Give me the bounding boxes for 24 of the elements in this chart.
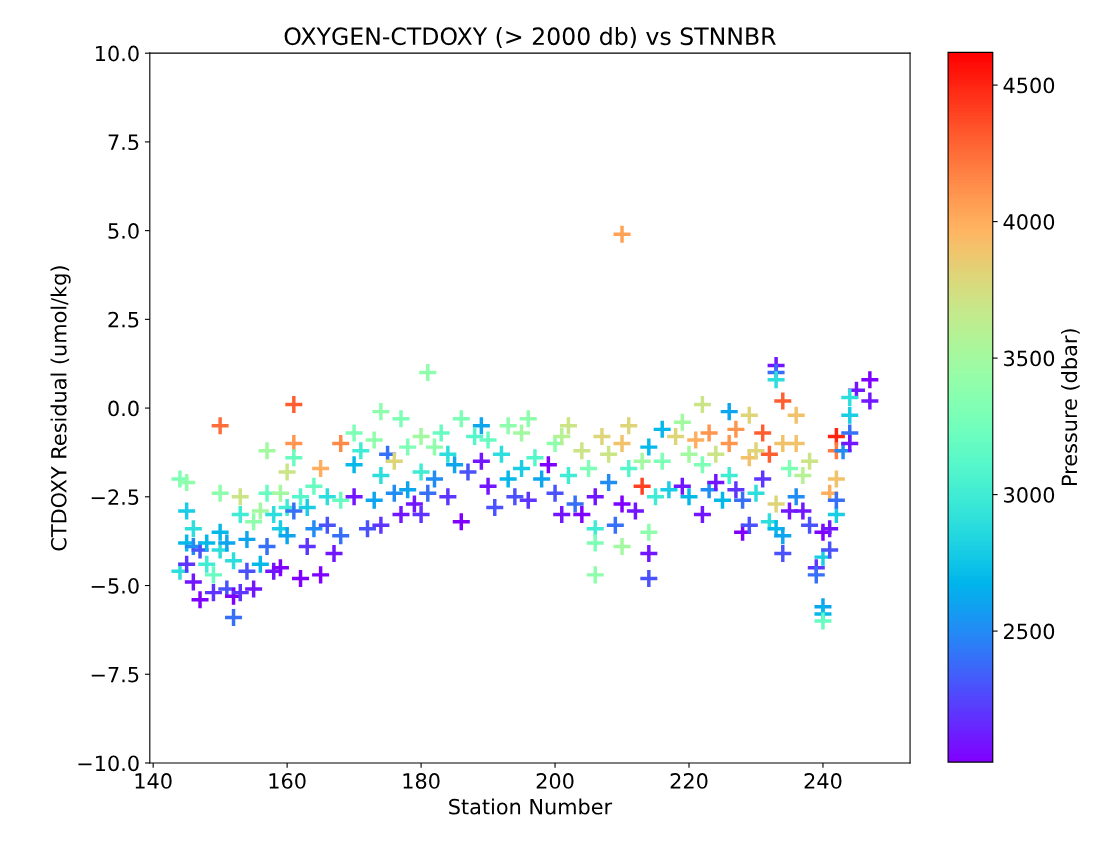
y-tick-label: 2.5 (108, 311, 139, 328)
y-tick-label: 7.5 (108, 134, 139, 151)
y-tick-label: −2.5 (91, 489, 139, 506)
color-bar-label: 4000 (1003, 214, 1055, 230)
x-axis-title: Station Number (449, 798, 613, 815)
y-tick-label: −10.0 (78, 755, 139, 772)
y-tick-label: −5.0 (91, 577, 139, 594)
y-tick-label: 5.0 (108, 223, 139, 239)
y-axis-title: CTDOXY Residual (umol/kg) (50, 266, 71, 551)
chart-title: OXYGEN-CTDOXY (> 2000 db) vs STNNBR (284, 26, 776, 48)
x-tick-label: 220 (670, 773, 708, 789)
y-tick-label: −7.5 (91, 666, 139, 683)
x-tick-label: 160 (269, 773, 306, 789)
x-tick-label: 140 (135, 773, 172, 789)
color-bar-label: 2500 (1004, 623, 1055, 640)
x-tick-label: 200 (536, 773, 574, 789)
color-bar-title: Pressure (dbar) (1061, 329, 1080, 485)
x-tick-label: 240 (804, 773, 842, 789)
color-bar-label: 3500 (1004, 350, 1055, 367)
x-tick-label: 180 (403, 773, 440, 789)
color-bar-label: 3000 (1004, 487, 1055, 503)
color-bar-label: 4500 (1003, 77, 1055, 94)
y-tick-label: 0.0 (108, 400, 139, 417)
y-tick-label: 10.0 (95, 45, 139, 62)
